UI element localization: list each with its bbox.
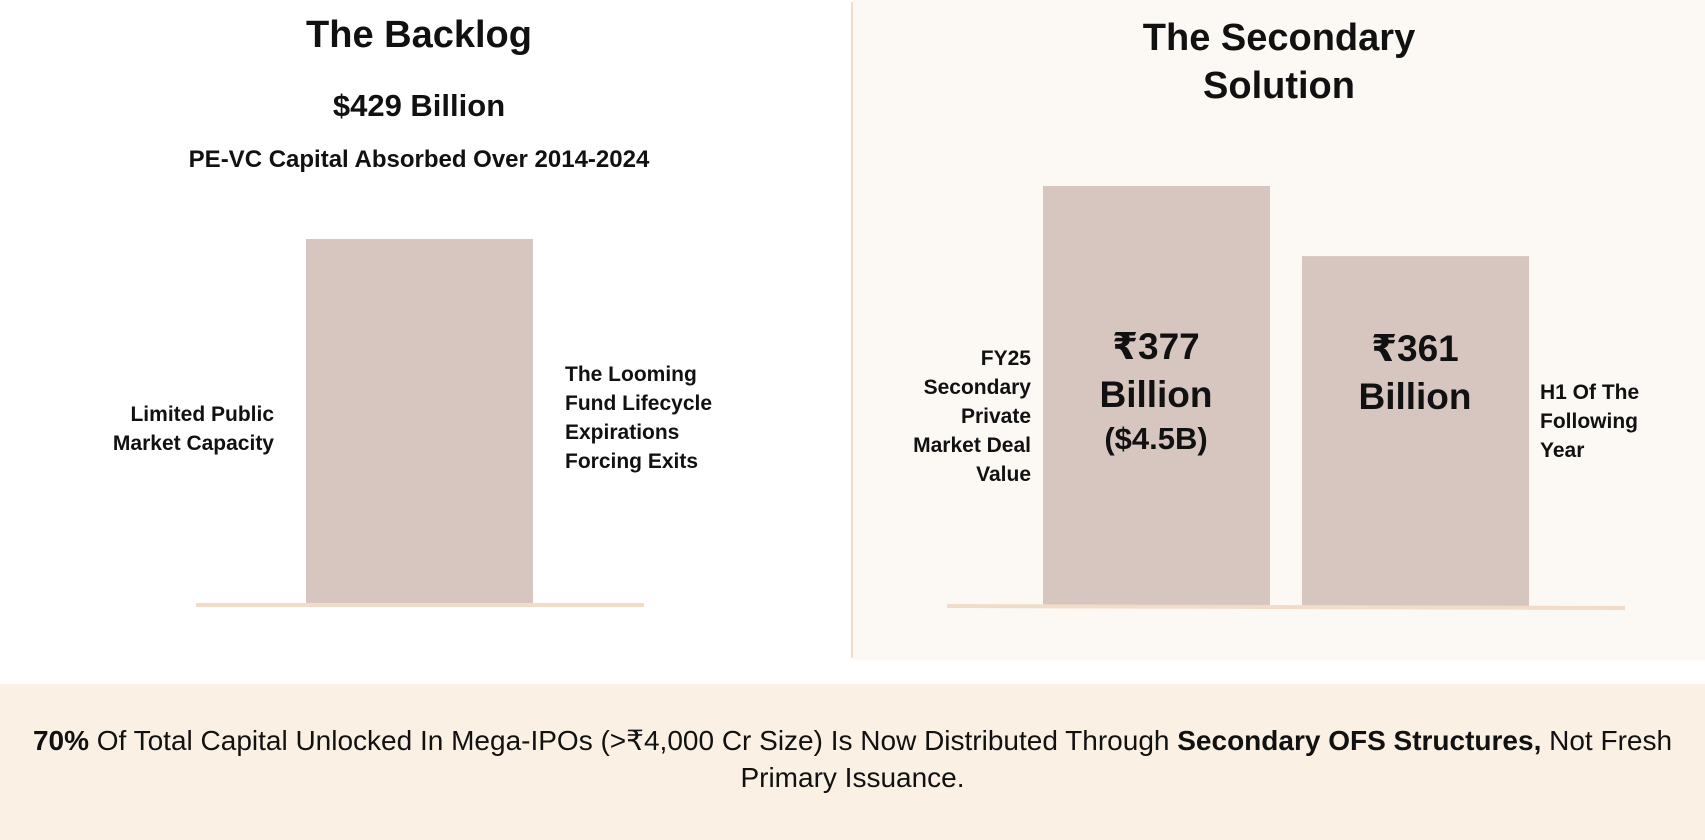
charts-svg <box>196 186 1626 610</box>
bar-value-fy25-usd: ($4.5B) <box>1104 421 1208 456</box>
footer-text-part2: Not Fresh Primary Issuance. <box>740 725 1673 793</box>
footer-bold-phrase: Secondary OFS Structures, <box>1177 725 1542 756</box>
secondary-baseline <box>946 604 1626 610</box>
panel-divider <box>851 2 853 658</box>
bar-value-label-h1: ₹361 Billion <box>1302 325 1528 421</box>
limited-capacity-label: Limited Public Market Capacity <box>112 403 274 455</box>
footer-text-part1: Of Total Capital Unlocked In Mega-IPOs (… <box>88 725 1178 756</box>
bar-value-label-fy25: ₹377 Billion ($4.5B) <box>1043 323 1269 459</box>
bar-value-fy25-amount: ₹377 <box>1112 326 1200 367</box>
fy25-bar <box>1043 186 1270 606</box>
bar-value-h1-amount: ₹361 <box>1371 328 1459 369</box>
h1-category-label: H1 Of The Following Year <box>1540 381 1640 462</box>
bar-value-h1-unit: Billion <box>1358 376 1472 417</box>
fy25-category-label: FY25 Secondary Private Market Deal Value <box>913 347 1031 486</box>
h1-bar <box>1302 256 1529 606</box>
footer-banner: 70% Of Total Capital Unlocked In Mega-IP… <box>0 684 1705 840</box>
fund-lifecycle-label: The Looming Fund Lifecycle Expirations F… <box>565 363 713 473</box>
backlog-bar <box>306 239 533 605</box>
backlog-amount: $429 Billion <box>332 88 506 123</box>
secondary-solution-panel <box>853 0 1705 660</box>
backlog-title: The Backlog <box>306 14 532 56</box>
secondary-solution-title: The Secondary Solution <box>1142 17 1416 107</box>
footer-percentage: 70% <box>32 725 89 756</box>
backlog-caption: PE-VC Capital Absorbed Over 2014-2024 <box>188 146 650 173</box>
bar-value-fy25-unit: Billion <box>1099 374 1213 415</box>
footer-statement: 70% Of Total Capital Unlocked In Mega-IP… <box>10 722 1695 796</box>
